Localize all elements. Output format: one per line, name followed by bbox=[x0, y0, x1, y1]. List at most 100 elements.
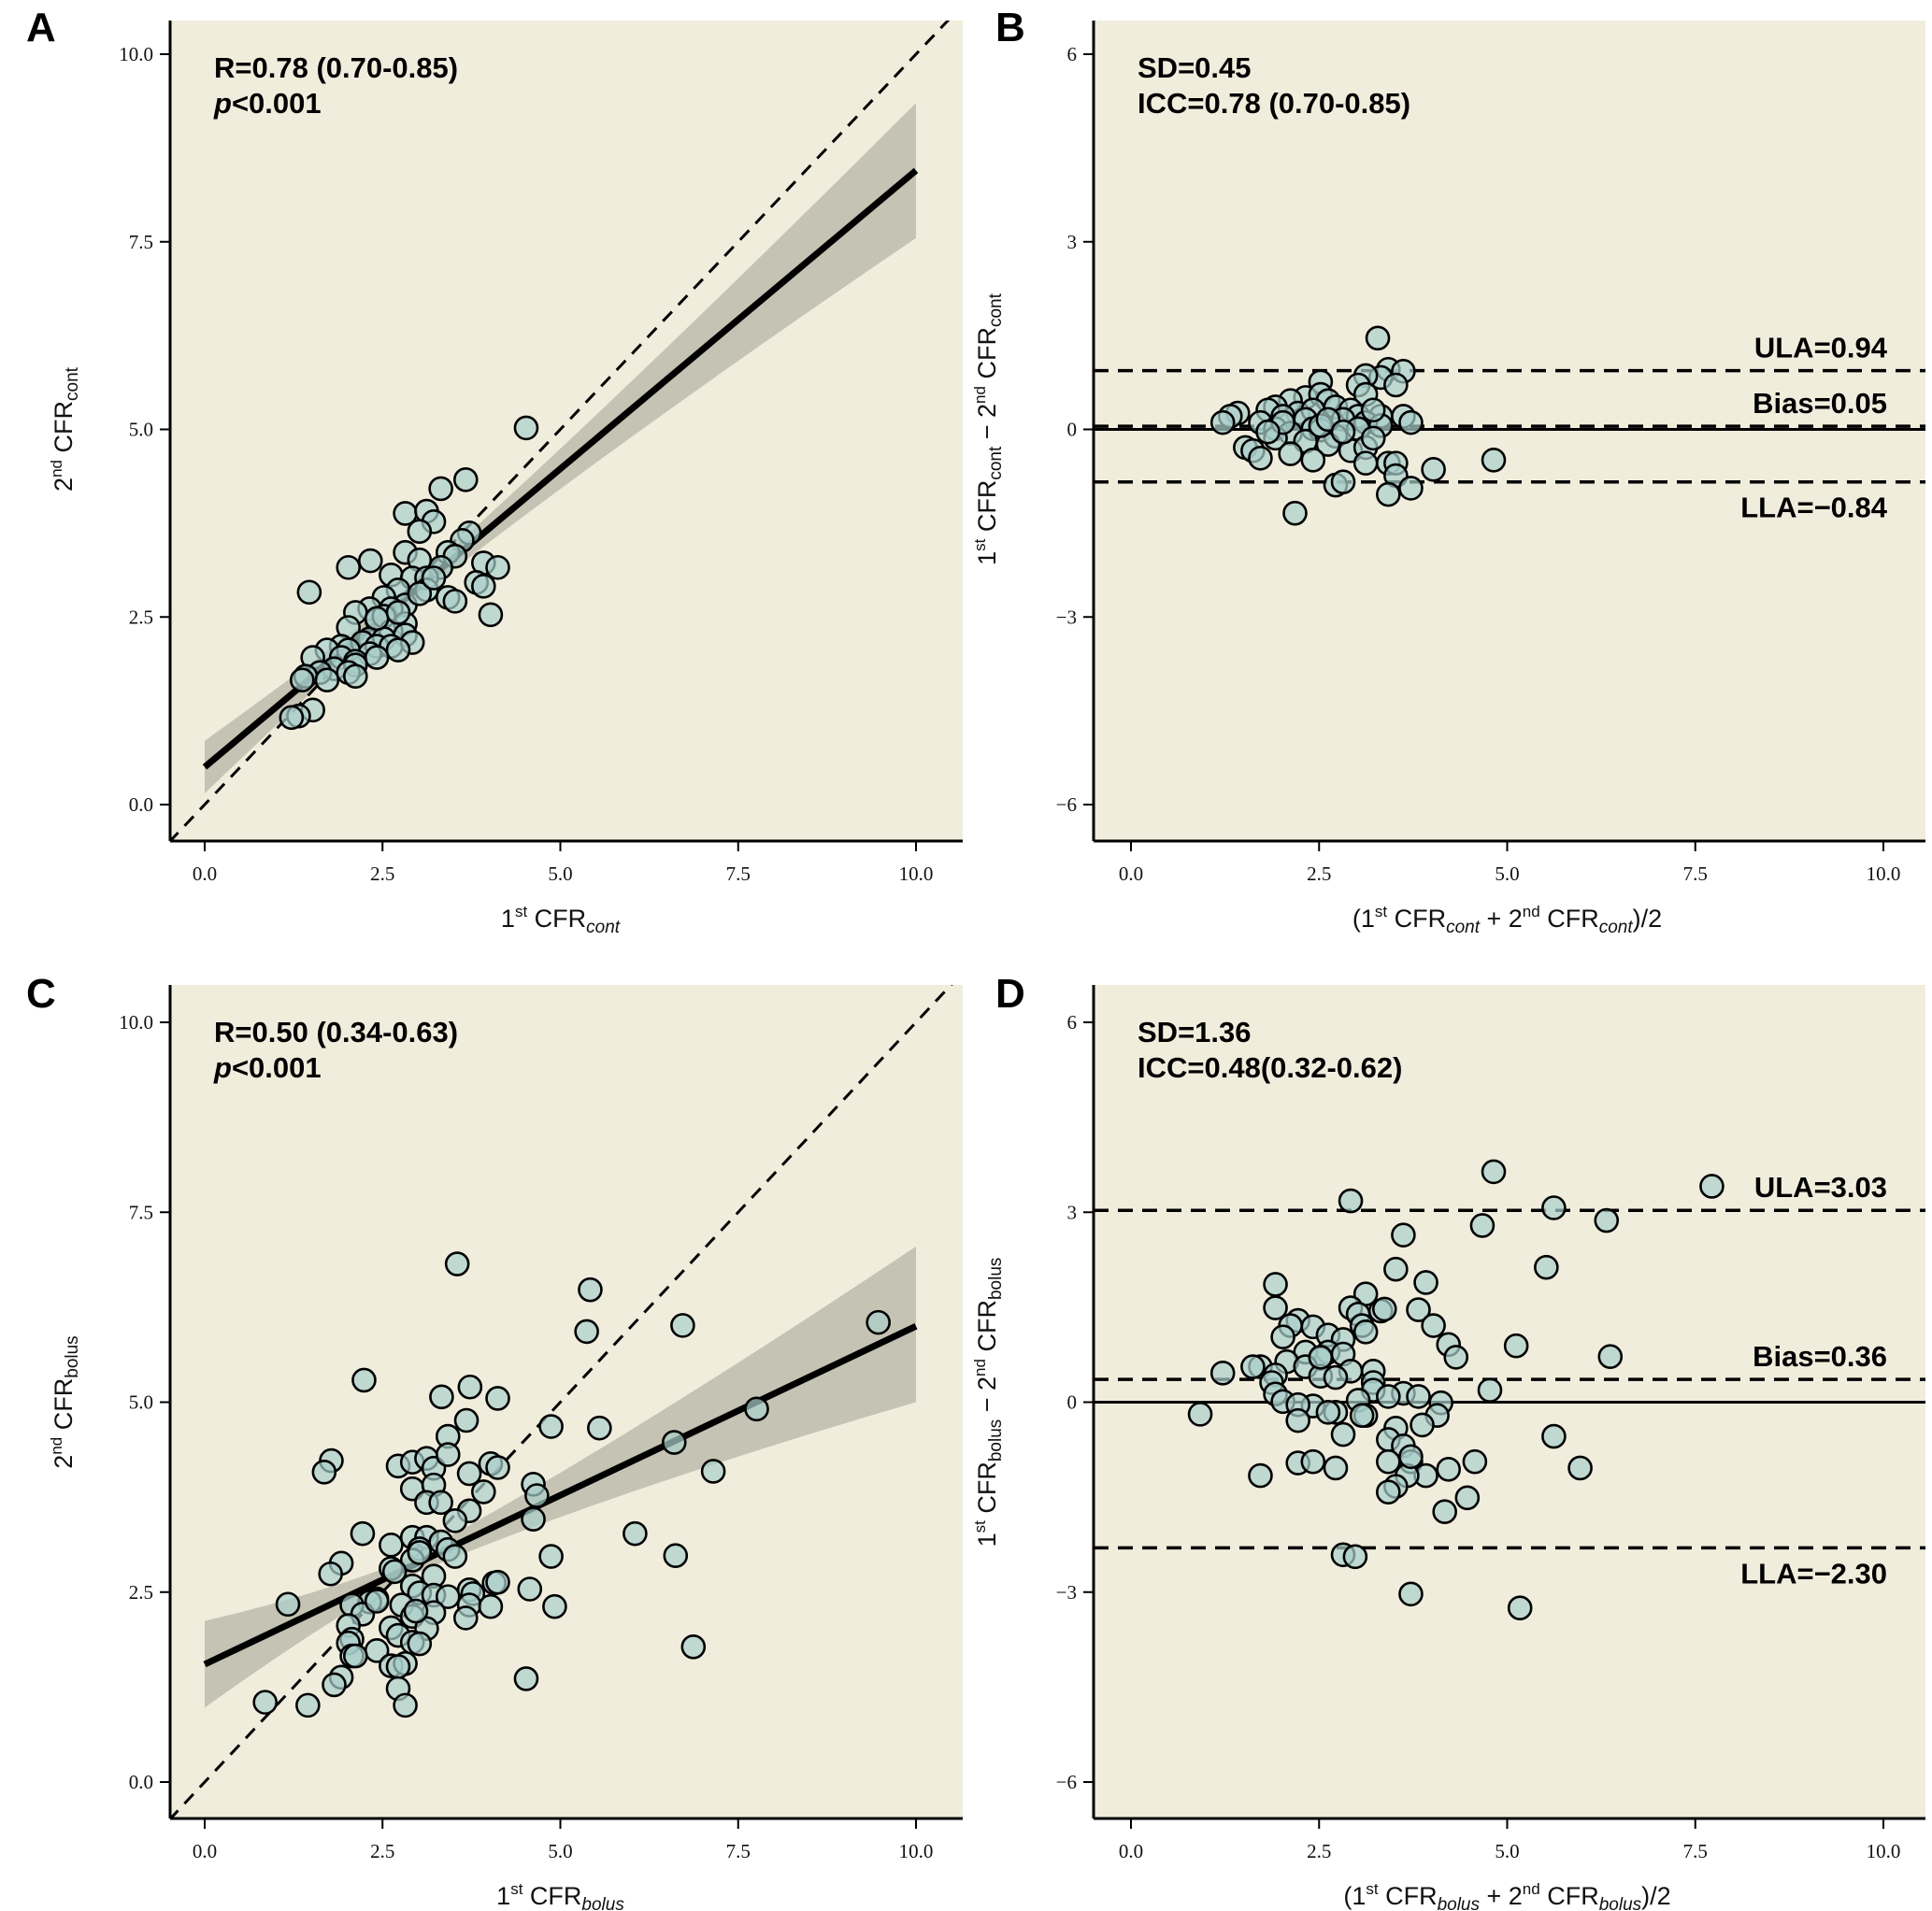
data-point bbox=[1507, 1595, 1533, 1620]
label-part: 2 bbox=[50, 1455, 78, 1469]
y-tick-label: 10.0 bbox=[119, 43, 153, 65]
label-part: nd bbox=[1523, 903, 1540, 920]
data-point bbox=[1248, 1462, 1273, 1489]
annotation: ICC=0.78 (0.70-0.85) bbox=[1138, 87, 1410, 120]
label-part: st bbox=[971, 538, 989, 551]
bias-label: Bias=0.05 bbox=[1753, 387, 1887, 420]
data-point bbox=[381, 1559, 408, 1585]
label-part: )/2 bbox=[1641, 1882, 1671, 1910]
data-point bbox=[1481, 447, 1507, 473]
bias-label: Bias=0.36 bbox=[1753, 1340, 1887, 1373]
data-point bbox=[442, 1508, 468, 1533]
label-part: bolus bbox=[986, 1419, 1006, 1462]
annotation: p<0.001 bbox=[213, 87, 322, 120]
data-point bbox=[407, 519, 433, 545]
y-tick-label: −3 bbox=[1056, 606, 1077, 628]
data-point bbox=[521, 1506, 546, 1533]
label-part: bolus bbox=[1599, 1895, 1642, 1911]
data-point bbox=[1503, 1333, 1529, 1359]
label-part: CFR bbox=[1387, 905, 1446, 933]
x-axis-title: (1st CFRcont + 2nd CFRcont)/2 bbox=[1352, 903, 1662, 937]
label-part: CFR bbox=[973, 1462, 1001, 1520]
ula-label: ULA=0.94 bbox=[1754, 332, 1888, 364]
data-point bbox=[1263, 1295, 1288, 1320]
x-tick-label: 2.5 bbox=[370, 863, 394, 885]
data-point bbox=[1481, 1159, 1507, 1185]
annotation-value: <0.001 bbox=[232, 1051, 322, 1084]
confidence-band bbox=[205, 1246, 916, 1708]
label-part: CFR bbox=[973, 327, 1001, 386]
data-point bbox=[578, 1276, 603, 1303]
data-point bbox=[311, 1459, 337, 1485]
data-point bbox=[1300, 1448, 1326, 1475]
data-point bbox=[1391, 1222, 1416, 1248]
ula-label: ULA=3.03 bbox=[1754, 1171, 1887, 1204]
y-tick-label: 6 bbox=[1067, 1011, 1078, 1034]
x-tick-label: 5.0 bbox=[548, 863, 572, 885]
data-point bbox=[538, 1414, 564, 1439]
data-point bbox=[453, 1407, 479, 1433]
label-part: cont bbox=[1599, 918, 1634, 937]
data-point bbox=[1371, 1296, 1397, 1322]
y-tick-label: 6 bbox=[1067, 43, 1078, 65]
y-tick-label: 0 bbox=[1067, 1391, 1078, 1414]
data-point bbox=[1308, 1345, 1334, 1370]
data-point bbox=[1432, 1499, 1457, 1525]
data-point bbox=[1209, 409, 1236, 435]
y-tick-label: 2.5 bbox=[129, 606, 153, 628]
data-point bbox=[364, 645, 390, 670]
data-point bbox=[1421, 457, 1446, 482]
data-point bbox=[1567, 1455, 1593, 1481]
data-point bbox=[513, 1666, 539, 1691]
data-point bbox=[435, 1442, 461, 1467]
data-point bbox=[1323, 1364, 1349, 1390]
label-part: 1 bbox=[973, 551, 1001, 565]
panel-letter: D bbox=[995, 971, 1025, 1017]
data-point bbox=[542, 1593, 567, 1619]
data-point bbox=[1209, 1361, 1236, 1386]
y-tick-label: 0.0 bbox=[129, 1771, 153, 1793]
data-point bbox=[385, 637, 411, 663]
data-point bbox=[252, 1690, 278, 1715]
plot-area bbox=[170, 985, 953, 1818]
data-point bbox=[385, 1654, 411, 1679]
y-tick-label: 5.0 bbox=[129, 419, 153, 441]
data-point bbox=[478, 1593, 504, 1619]
label-part: 1 bbox=[501, 905, 515, 933]
label-part: CFR bbox=[1379, 1882, 1438, 1910]
label-part: cont bbox=[986, 292, 1006, 327]
x-tick-label: 10.0 bbox=[899, 1840, 934, 1862]
data-point bbox=[1436, 1457, 1462, 1482]
data-point bbox=[1398, 1444, 1424, 1470]
data-point bbox=[295, 1692, 321, 1718]
data-point bbox=[314, 667, 340, 693]
y-axis-title: 2nd CFRcont bbox=[48, 366, 82, 492]
panel-letter: C bbox=[26, 971, 56, 1017]
annotation: R=0.78 (0.70-0.85) bbox=[214, 51, 458, 84]
label-sup: nd bbox=[48, 1437, 65, 1455]
data-point bbox=[1410, 1412, 1435, 1438]
x-tick-label: 0.0 bbox=[193, 1840, 217, 1862]
annotation: SD=1.36 bbox=[1138, 1016, 1252, 1048]
label-sup: st bbox=[515, 903, 528, 920]
data-point bbox=[1342, 1544, 1368, 1570]
data-point bbox=[1330, 1421, 1356, 1448]
data-point bbox=[403, 1598, 429, 1624]
label-part: − 2 bbox=[973, 1376, 1001, 1419]
panel-letter: A bbox=[26, 5, 56, 50]
data-point bbox=[421, 565, 447, 591]
label-part: st bbox=[971, 1520, 989, 1533]
y-tick-label: −6 bbox=[1056, 793, 1077, 816]
data-point bbox=[1315, 1400, 1341, 1425]
x-tick-label: 2.5 bbox=[1307, 1840, 1331, 1862]
data-point bbox=[1255, 419, 1281, 445]
data-point bbox=[385, 600, 411, 625]
y-tick-label: 7.5 bbox=[129, 231, 153, 253]
data-point bbox=[1443, 1345, 1469, 1370]
data-point bbox=[866, 1309, 891, 1335]
label-sub: cont bbox=[63, 366, 82, 401]
data-point bbox=[1248, 445, 1273, 471]
y-tick-label: −6 bbox=[1056, 1771, 1077, 1793]
y-tick-label: 10.0 bbox=[119, 1011, 153, 1034]
